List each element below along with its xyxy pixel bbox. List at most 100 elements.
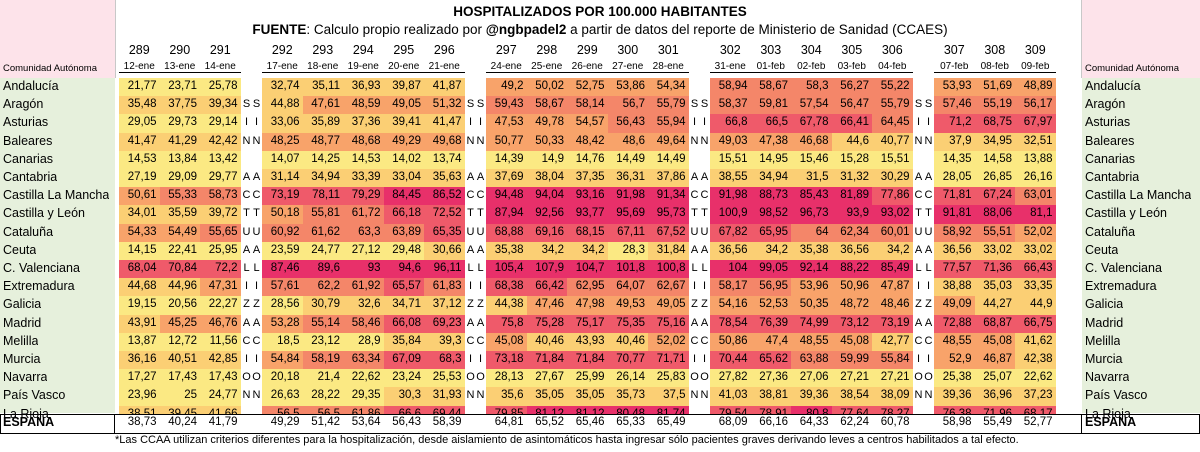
data-cell: 58,3 bbox=[791, 78, 832, 97]
data-cell: 37,23 bbox=[1015, 387, 1056, 406]
data-cell: 37,69 bbox=[486, 169, 527, 188]
data-cell: 29,05 bbox=[119, 114, 160, 133]
row-label: Castilla La Mancha bbox=[3, 189, 110, 202]
weekend-letter: L bbox=[477, 263, 484, 274]
data-cell: 29,48 bbox=[383, 241, 424, 260]
weekend-letter: N bbox=[476, 390, 485, 402]
data-cell: 36,56 bbox=[934, 241, 975, 260]
date-label: 26-ene bbox=[567, 62, 608, 73]
data-cell: 64 bbox=[791, 223, 832, 242]
data-cell: 95,69 bbox=[607, 205, 648, 224]
data-cell: 57,61 bbox=[262, 278, 303, 297]
row-label: Madrid bbox=[3, 316, 42, 330]
data-cell: 93,77 bbox=[567, 205, 608, 224]
data-cell: 66,75 bbox=[1015, 314, 1056, 333]
data-cell: 39,34 bbox=[200, 96, 241, 115]
data-cell: 75,8 bbox=[486, 314, 527, 333]
data-cell: 13,88 bbox=[1015, 150, 1056, 169]
data-cell: 58,94 bbox=[710, 78, 751, 97]
data-cell: 39,41 bbox=[383, 114, 424, 133]
data-cell: 99,05 bbox=[750, 260, 791, 279]
data-cell: 63,3 bbox=[343, 223, 384, 242]
data-cell: 60,92 bbox=[262, 223, 303, 242]
data-cell: 49,53 bbox=[607, 296, 648, 315]
data-cell: 68,04 bbox=[119, 260, 160, 279]
data-cell: 58,17 bbox=[710, 278, 751, 297]
data-cell: 43,93 bbox=[567, 332, 608, 351]
data-cell: 38,88 bbox=[934, 278, 975, 297]
weekend-letter: A bbox=[476, 244, 485, 256]
data-cell: 14,07 bbox=[262, 150, 303, 169]
weekend-letter: C bbox=[252, 190, 261, 202]
data-cell: 12,72 bbox=[159, 332, 200, 351]
data-cell: 59,81 bbox=[750, 96, 791, 115]
weekend-letter: I bbox=[244, 354, 249, 365]
data-cell: 25,99 bbox=[567, 369, 608, 388]
data-cell: 31,93 bbox=[424, 387, 465, 406]
weekend-letter: A bbox=[476, 172, 485, 183]
data-cell: 48,46 bbox=[872, 296, 913, 315]
data-cell: 47,53 bbox=[486, 114, 527, 133]
row-label: Andalucía bbox=[3, 80, 59, 93]
data-cell: 35,05 bbox=[526, 387, 567, 406]
data-cell: 58,39 bbox=[424, 414, 465, 433]
report-number: 290 bbox=[169, 44, 191, 57]
report-number: 307 bbox=[943, 44, 965, 57]
data-cell: 34,2 bbox=[750, 241, 791, 260]
data-cell: 32,51 bbox=[1015, 132, 1056, 151]
date-label: 12-ene bbox=[119, 62, 160, 73]
data-cell: 35,6 bbox=[486, 387, 527, 406]
data-cell: 18,5 bbox=[262, 332, 303, 351]
data-cell: 38,04 bbox=[526, 169, 567, 188]
source-text-2: a partir de datos del reporte de Ministe… bbox=[566, 22, 948, 37]
data-cell: 65,46 bbox=[567, 414, 608, 433]
report-number: 292 bbox=[271, 44, 293, 57]
data-cell: 29,77 bbox=[200, 169, 241, 188]
report-number: 303 bbox=[760, 44, 782, 57]
data-cell: 48,42 bbox=[567, 132, 608, 151]
data-cell: 35,89 bbox=[302, 114, 343, 133]
data-cell: 40,46 bbox=[526, 332, 567, 351]
weekend-letter: A bbox=[242, 172, 251, 183]
data-cell: 59,99 bbox=[831, 351, 872, 370]
data-cell: 40,46 bbox=[607, 332, 648, 351]
weekend-letter: C bbox=[914, 335, 923, 347]
data-cell: 27,36 bbox=[750, 369, 791, 388]
row-label: La Rioja bbox=[3, 407, 49, 421]
data-cell: 28,56 bbox=[262, 296, 303, 315]
data-cell: 66,5 bbox=[750, 114, 791, 133]
data-cell: 47,31 bbox=[200, 278, 241, 297]
data-cell: 40,51 bbox=[159, 351, 200, 370]
data-cell: 41,47 bbox=[424, 114, 465, 133]
data-cell: 27,82 bbox=[710, 369, 751, 388]
row-header-left: Comunidad Autónoma bbox=[3, 64, 98, 74]
weekend-letter: U bbox=[690, 226, 699, 238]
data-cell: 64,33 bbox=[791, 414, 832, 433]
data-cell: 45,08 bbox=[486, 332, 527, 351]
data-cell: 45,08 bbox=[831, 332, 872, 351]
data-cell: 55,79 bbox=[648, 96, 689, 115]
data-cell: 104 bbox=[710, 260, 751, 279]
data-cell: 62,24 bbox=[831, 414, 872, 433]
data-cell: 58,37 bbox=[710, 96, 751, 115]
data-cell: 52,02 bbox=[648, 332, 689, 351]
weekend-letter: T bbox=[925, 208, 932, 220]
data-cell: 100,9 bbox=[710, 205, 751, 224]
data-cell: 68,15 bbox=[567, 223, 608, 242]
data-cell: 35,48 bbox=[119, 96, 160, 115]
data-cell: 15,51 bbox=[710, 150, 751, 169]
data-cell: 34,01 bbox=[119, 205, 160, 224]
data-cell: 40,77 bbox=[872, 132, 913, 151]
weekend-letter: A bbox=[700, 172, 709, 183]
report-number: 308 bbox=[984, 44, 1006, 57]
data-cell: 48,68 bbox=[343, 132, 384, 151]
data-cell: 71,71 bbox=[648, 351, 689, 370]
data-cell: 51,69 bbox=[974, 78, 1015, 97]
data-cell: 34,71 bbox=[383, 296, 424, 315]
weekend-letter: A bbox=[466, 244, 475, 256]
weekend-letter: S bbox=[700, 99, 709, 111]
weekend-letter: N bbox=[690, 390, 699, 402]
data-cell: 37,35 bbox=[567, 169, 608, 188]
data-cell: 77,86 bbox=[872, 187, 913, 206]
row-label-right: Madrid bbox=[1085, 316, 1124, 330]
